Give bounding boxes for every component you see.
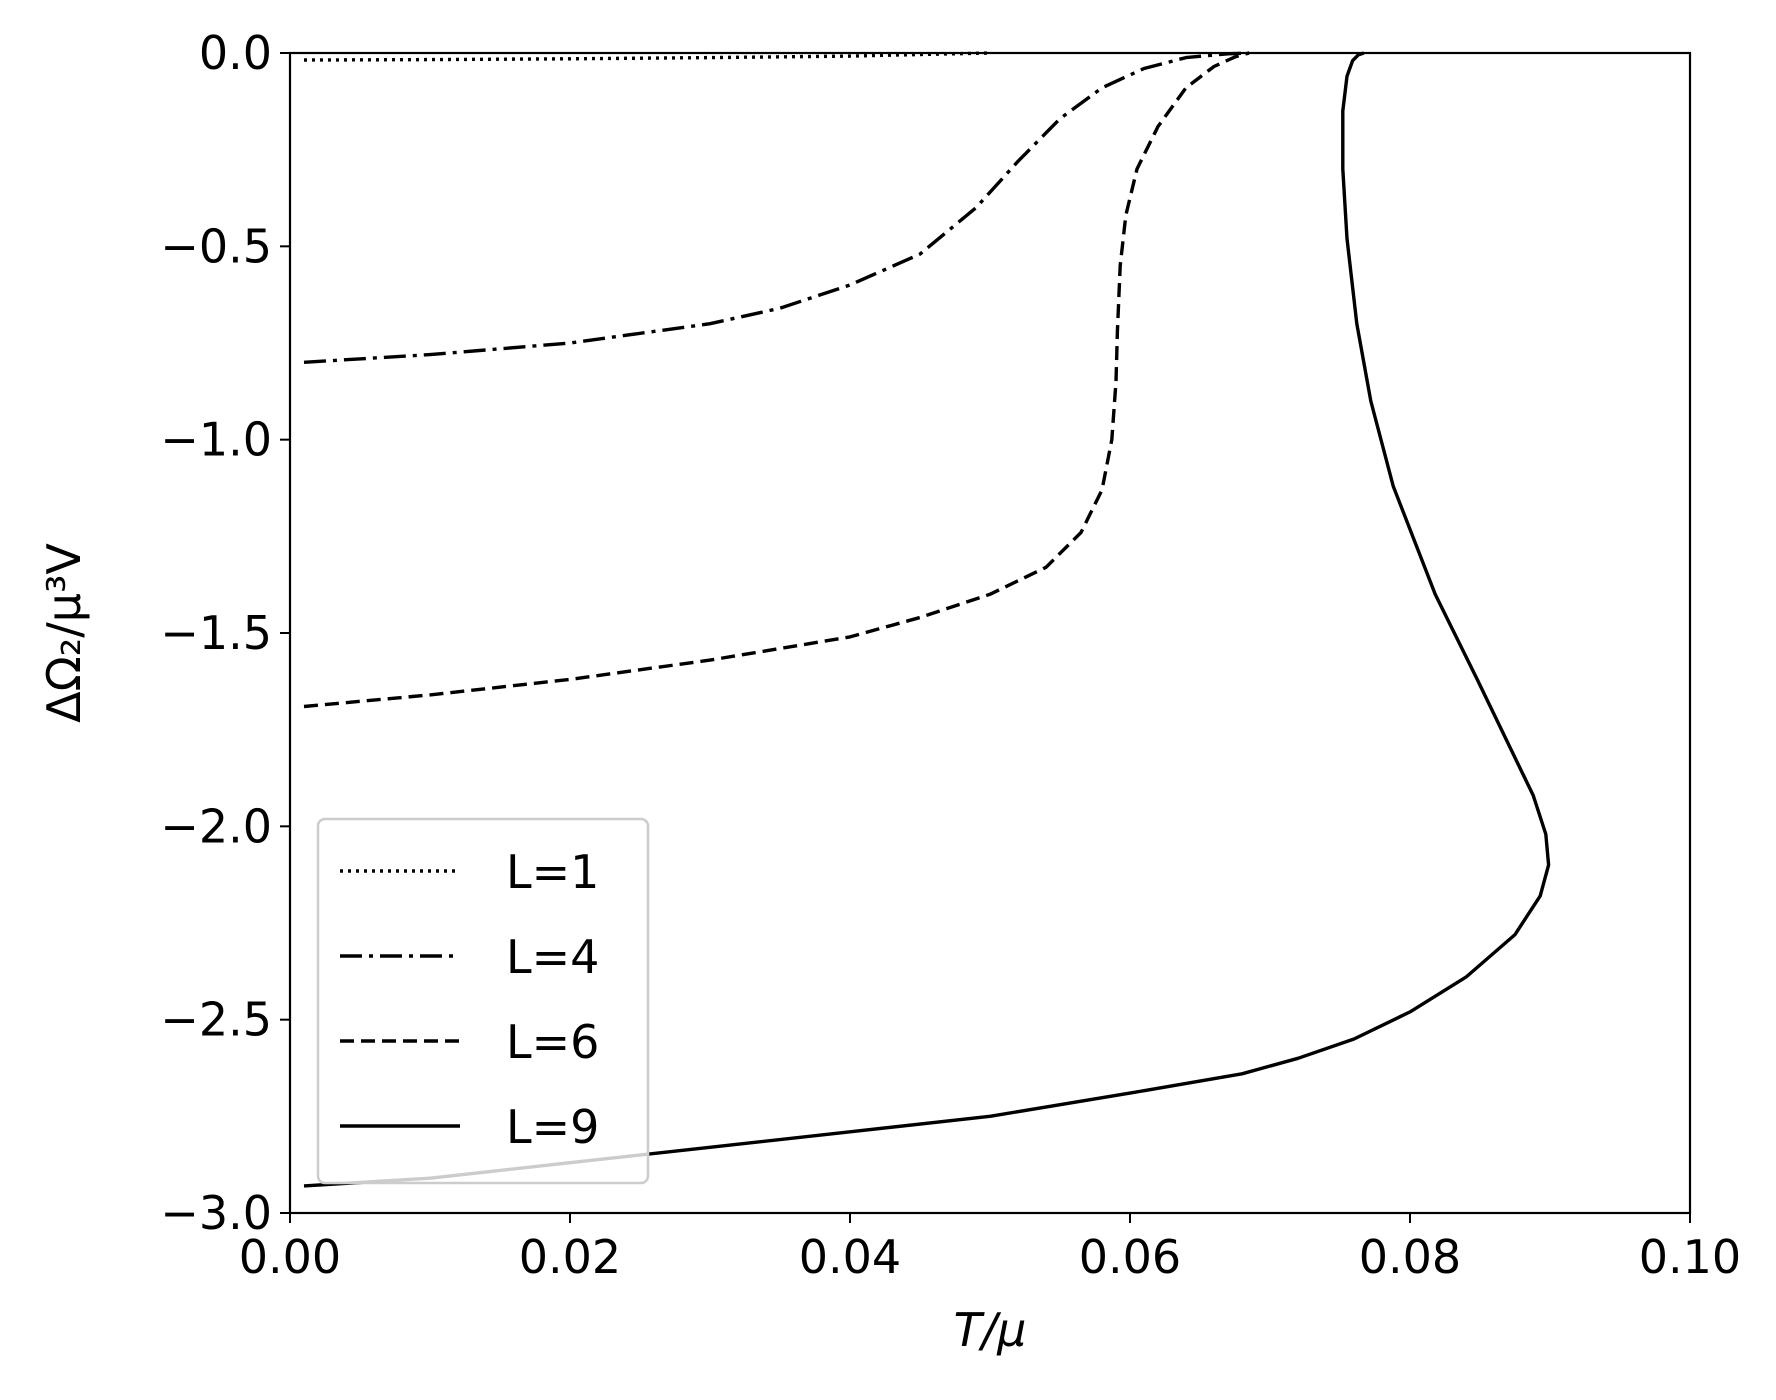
- y-tick-label: −3.0: [160, 1186, 272, 1240]
- x-tick-label: 0.04: [799, 1230, 901, 1284]
- legend-label: L=9: [506, 1100, 599, 1154]
- ticks-layer: 0.00 0.02 0.04 0.06 0.08 0.10 0.0 −0.5 −1.0 −1.5 −…: [160, 26, 1741, 1284]
- legend-box: [316, 817, 650, 1185]
- y-tick-label: −1.0: [160, 413, 272, 467]
- legend-label: L=6: [506, 1015, 599, 1069]
- x-tick-label: 0.08: [1359, 1230, 1461, 1284]
- series-line-l9: [303, 51, 1551, 1188]
- y-tick-label: −1.5: [160, 606, 272, 660]
- y-tick-label: −0.5: [160, 219, 272, 273]
- y-tick-label: 0.0: [199, 26, 272, 80]
- x-axis-label: T/μ: [954, 1303, 1027, 1357]
- x-tick-label: 0.10: [1639, 1230, 1741, 1284]
- series-line-l1: [303, 51, 991, 62]
- series-layer: [303, 51, 1551, 1188]
- legend-items: L=1 L=4 L=6 L=9: [340, 845, 599, 1154]
- legend-label: L=4: [506, 930, 599, 984]
- series-line-l4: [303, 51, 1250, 364]
- y-tick-label: −2.5: [160, 993, 272, 1047]
- x-tick-label: 0.02: [519, 1230, 621, 1284]
- legend-label: L=1: [506, 845, 599, 899]
- series-line-l6: [303, 51, 1250, 709]
- y-axis-label: ΔΩ₂/μ³V: [37, 543, 91, 723]
- x-tick-label: 0.06: [1079, 1230, 1181, 1284]
- legend: L=1 L=4 L=6 L=9: [316, 817, 650, 1185]
- x-tick-label: 0.00: [239, 1230, 341, 1284]
- y-tick-label: −2.0: [160, 799, 272, 853]
